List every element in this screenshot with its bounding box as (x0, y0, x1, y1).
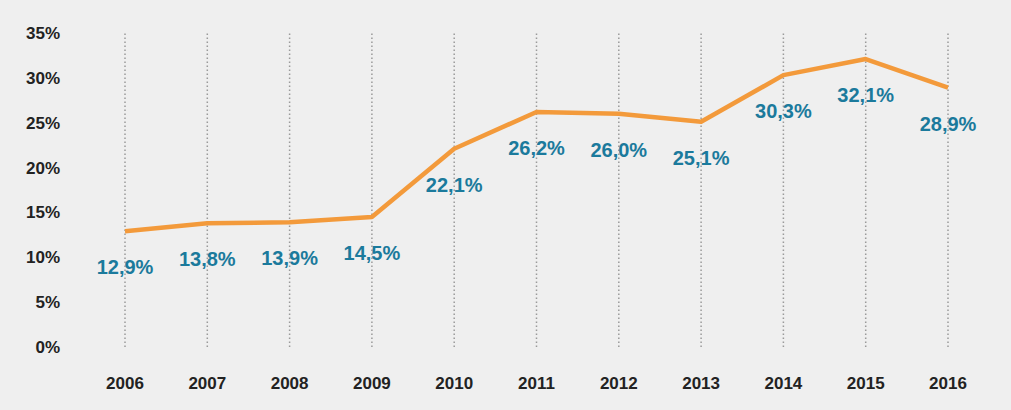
data-label: 26,0% (590, 139, 647, 161)
x-tick-label: 2013 (682, 374, 720, 393)
x-tick-label: 2006 (106, 374, 144, 393)
grid-line (289, 33, 291, 347)
grid-line (865, 33, 867, 347)
x-tick-label: 2010 (435, 374, 473, 393)
data-label: 22,1% (426, 174, 483, 196)
data-label: 25,1% (673, 147, 730, 169)
grid-line (371, 33, 373, 347)
x-tick-label: 2008 (271, 374, 309, 393)
y-tick-label: 20% (26, 159, 60, 178)
data-label: 26,2% (508, 137, 565, 159)
x-tick-label: 2016 (929, 374, 967, 393)
grid-line (947, 33, 949, 347)
x-tick-label: 2011 (518, 374, 555, 393)
data-label: 13,8% (179, 248, 236, 270)
data-label: 30,3% (755, 100, 812, 122)
x-tick-label: 2015 (847, 374, 885, 393)
y-tick-label: 0% (35, 338, 60, 357)
y-tick-label: 30% (26, 69, 60, 88)
y-tick-label: 35% (26, 24, 60, 43)
x-tick-label: 2007 (188, 374, 226, 393)
data-label: 28,9% (920, 113, 977, 135)
grid-line (124, 33, 126, 347)
chart-container: 0% 5% 10% 15% 20% 25% 30% 35% 2006 2007 2008 2009 20… (0, 0, 1011, 410)
background (0, 0, 1011, 410)
data-label: 13,9% (261, 247, 318, 269)
x-tick-label: 2014 (764, 374, 802, 393)
data-label: 32,1% (837, 84, 894, 106)
grid-line (618, 33, 620, 347)
y-tick-label: 25% (26, 114, 60, 133)
x-tick-label: 2012 (600, 374, 638, 393)
data-label: 14,5% (344, 242, 401, 264)
x-tick-label: 2009 (353, 374, 391, 393)
grid-line (783, 33, 785, 347)
y-tick-label: 5% (35, 293, 60, 312)
plot-area (125, 59, 948, 231)
grid-line (207, 33, 209, 347)
data-label: 12,9% (97, 256, 154, 278)
grid-line (536, 33, 538, 347)
data-line (125, 59, 948, 231)
y-tick-label: 15% (26, 203, 60, 222)
grid-line (700, 33, 702, 347)
y-tick-label: 10% (26, 248, 60, 267)
chart-svg: 0% 5% 10% 15% 20% 25% 30% 35% 2006 2007 2008 2009 20… (0, 0, 1011, 410)
